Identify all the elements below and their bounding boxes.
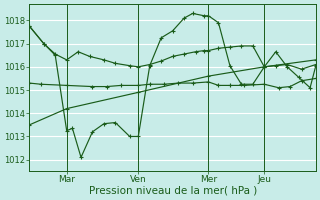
X-axis label: Pression niveau de la mer( hPa ): Pression niveau de la mer( hPa ) <box>89 186 257 196</box>
